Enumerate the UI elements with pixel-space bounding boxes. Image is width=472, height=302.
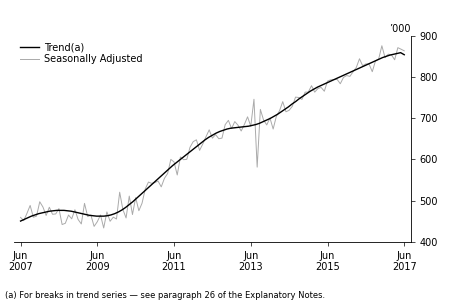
Legend: Trend(a), Seasonally Adjusted: Trend(a), Seasonally Adjusted <box>19 41 144 65</box>
Text: (a) For breaks in trend series — see paragraph 26 of the Explanatory Notes.: (a) For breaks in trend series — see par… <box>5 291 325 300</box>
Text: ’000: ’000 <box>389 24 411 34</box>
